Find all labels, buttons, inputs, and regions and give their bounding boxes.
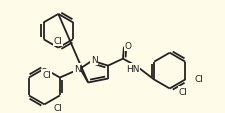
- Text: Cl: Cl: [53, 103, 62, 112]
- Text: N: N: [91, 56, 97, 65]
- Text: Cl: Cl: [42, 70, 51, 79]
- Text: Cl: Cl: [194, 74, 203, 83]
- Text: Cl: Cl: [179, 87, 187, 96]
- Text: O: O: [124, 42, 131, 51]
- Text: N: N: [74, 65, 81, 73]
- Text: HN: HN: [126, 65, 140, 73]
- Text: Cl: Cl: [54, 37, 63, 46]
